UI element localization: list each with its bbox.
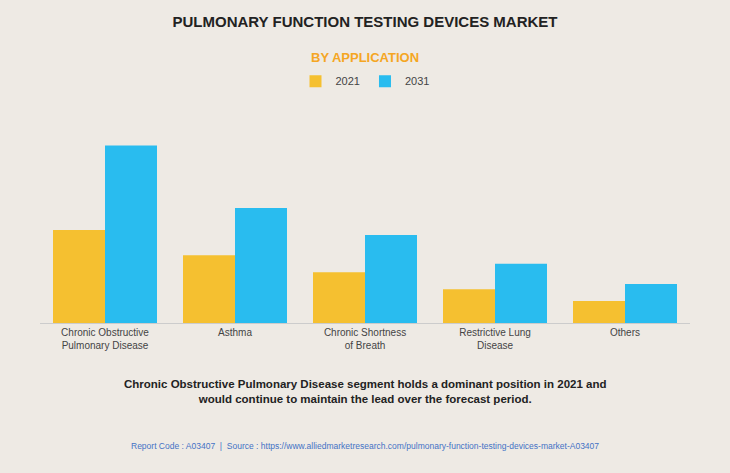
svg-text:Restrictive LungDisease: Restrictive LungDisease [459, 327, 531, 351]
svg-text:BY APPLICATION: BY APPLICATION [311, 50, 419, 65]
svg-text:PULMONARY FUNCTION TESTING DEV: PULMONARY FUNCTION TESTING DEVICES MARKE… [172, 13, 557, 30]
svg-text:Chronic ObstructivePulmonary D: Chronic ObstructivePulmonary Disease [61, 327, 149, 351]
svg-text:Chronic Shortnessof Breath: Chronic Shortnessof Breath [324, 327, 406, 351]
svg-text:Chronic Obstructive Pulmonary: Chronic Obstructive Pulmonary Disease se… [124, 378, 606, 405]
svg-text:2021: 2021 [336, 75, 360, 87]
svg-text:Asthma: Asthma [218, 327, 252, 338]
svg-text:Others: Others [610, 327, 640, 338]
svg-text:2031: 2031 [405, 75, 429, 87]
svg-text:Report Code : A03407 | Sourc: Report Code : A03407 | Source : https://… [131, 441, 599, 451]
